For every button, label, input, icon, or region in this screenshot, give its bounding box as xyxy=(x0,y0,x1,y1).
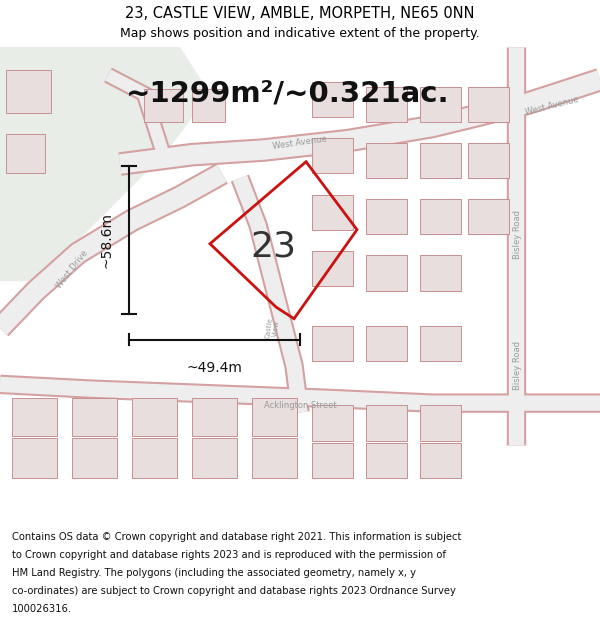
Bar xyxy=(312,194,353,229)
Text: West Avenue: West Avenue xyxy=(272,135,328,151)
Bar xyxy=(366,256,407,291)
Text: HM Land Registry. The polygons (including the associated geometry, namely x, y: HM Land Registry. The polygons (includin… xyxy=(12,568,416,578)
Bar xyxy=(72,399,117,436)
Text: Contains OS data © Crown copyright and database right 2021. This information is : Contains OS data © Crown copyright and d… xyxy=(12,532,461,542)
Text: 100026316.: 100026316. xyxy=(12,604,72,614)
Text: Bisley Road: Bisley Road xyxy=(513,341,522,390)
Bar xyxy=(312,443,353,478)
Bar xyxy=(312,138,353,173)
Text: 23, CASTLE VIEW, AMBLE, MORPETH, NE65 0NN: 23, CASTLE VIEW, AMBLE, MORPETH, NE65 0N… xyxy=(125,6,475,21)
Text: West Avenue: West Avenue xyxy=(524,94,580,116)
Bar xyxy=(468,87,509,122)
Bar xyxy=(312,251,353,286)
Bar xyxy=(420,143,461,178)
Bar xyxy=(312,82,353,118)
Bar xyxy=(192,399,237,436)
Bar xyxy=(132,399,177,436)
Text: ~49.4m: ~49.4m xyxy=(187,361,242,375)
Bar xyxy=(420,326,461,361)
Bar xyxy=(366,406,407,441)
Text: 23: 23 xyxy=(250,229,296,263)
Bar xyxy=(252,438,297,478)
Bar xyxy=(366,326,407,361)
Bar xyxy=(144,89,183,122)
Bar xyxy=(420,256,461,291)
Text: West Drive: West Drive xyxy=(55,249,89,291)
Text: co-ordinates) are subject to Crown copyright and database rights 2023 Ordnance S: co-ordinates) are subject to Crown copyr… xyxy=(12,586,456,596)
Bar xyxy=(366,143,407,178)
Text: Map shows position and indicative extent of the property.: Map shows position and indicative extent… xyxy=(120,28,480,40)
Bar xyxy=(72,438,117,478)
Bar xyxy=(6,70,51,112)
Bar xyxy=(12,399,57,436)
Bar xyxy=(468,199,509,234)
Bar xyxy=(252,399,297,436)
Bar xyxy=(312,406,353,441)
Bar xyxy=(420,87,461,122)
Bar xyxy=(312,326,353,361)
Text: Bisley Road: Bisley Road xyxy=(513,210,522,259)
Bar xyxy=(420,199,461,234)
Polygon shape xyxy=(0,47,210,281)
Bar xyxy=(192,438,237,478)
Bar xyxy=(468,143,509,178)
Text: ~58.6m: ~58.6m xyxy=(100,213,114,268)
Bar xyxy=(366,87,407,122)
Bar xyxy=(12,438,57,478)
Text: to Crown copyright and database rights 2023 and is reproduced with the permissio: to Crown copyright and database rights 2… xyxy=(12,550,446,560)
Bar xyxy=(420,443,461,478)
Bar xyxy=(366,443,407,478)
Bar xyxy=(420,406,461,441)
Bar xyxy=(366,199,407,234)
Text: Castle
View: Castle View xyxy=(265,316,281,340)
Bar xyxy=(192,89,225,122)
Text: Acklington Street: Acklington Street xyxy=(263,401,337,410)
Bar xyxy=(132,438,177,478)
Text: ~1299m²/~0.321ac.: ~1299m²/~0.321ac. xyxy=(126,80,450,107)
Bar xyxy=(6,134,45,173)
